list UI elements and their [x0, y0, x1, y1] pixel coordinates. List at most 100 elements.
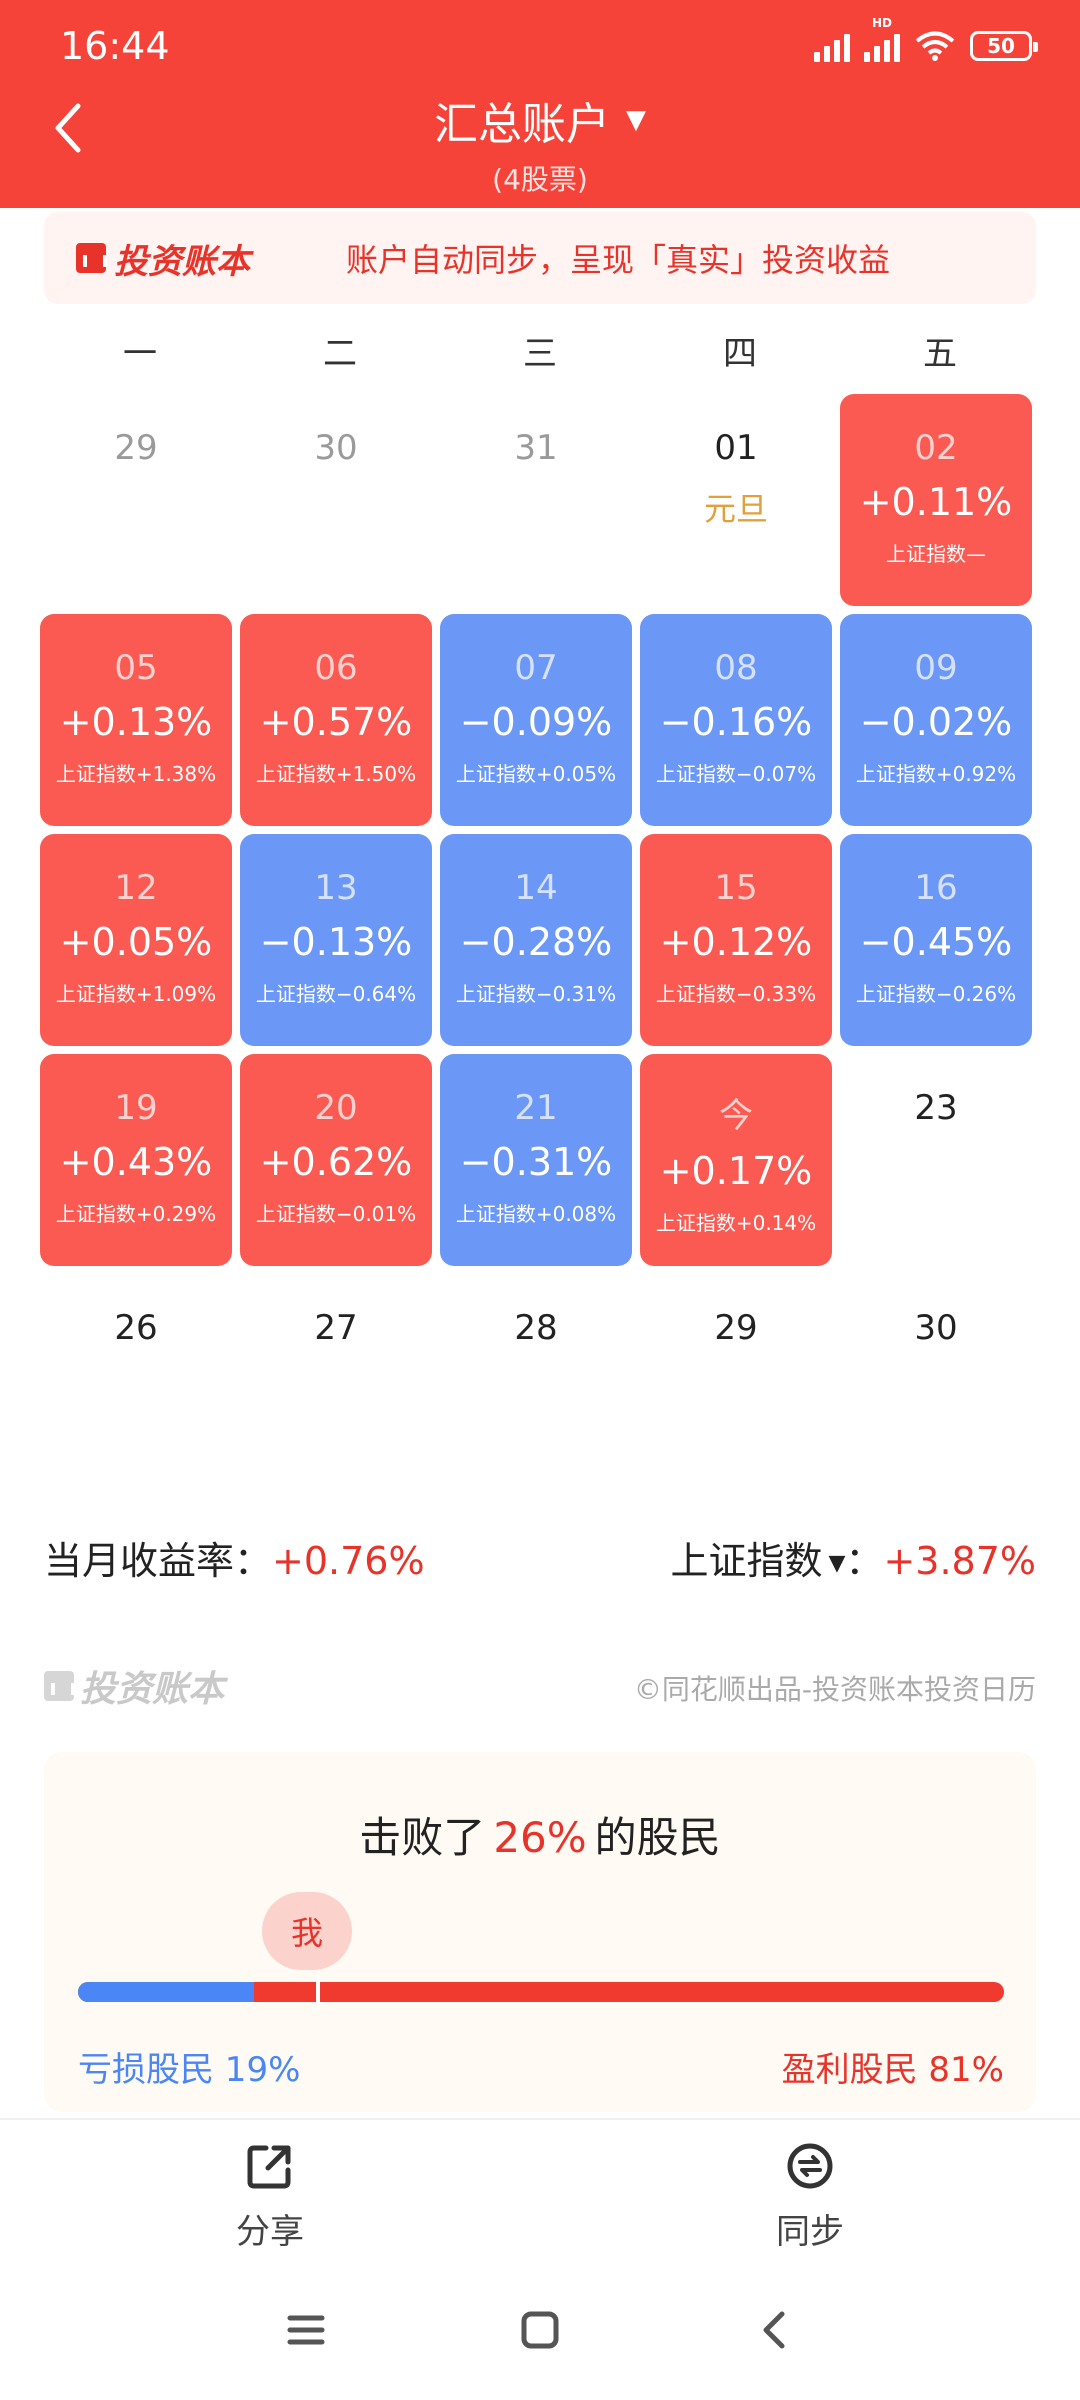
back-button[interactable]	[48, 98, 108, 178]
day-return: +0.13%	[59, 700, 213, 744]
signal-icon	[814, 30, 850, 62]
index-return[interactable]: 上证指数 ▼：+3.87%	[670, 1530, 1036, 1585]
day-number: 09	[914, 648, 958, 688]
weekday-wed: 三	[523, 334, 557, 374]
day-return: +0.57%	[259, 700, 413, 744]
day-index-change: 上证指数−0.01%	[255, 1202, 417, 1226]
day-number: 26	[114, 1308, 158, 1348]
day-return: −0.31%	[459, 1140, 613, 1184]
day-number: 21	[514, 1088, 558, 1128]
battery-icon: 50	[970, 31, 1038, 61]
share-button[interactable]: 分享	[170, 2140, 370, 2253]
brand-name: 投资账本	[114, 241, 250, 282]
rank-card: 击败了 26% 的股民 我 亏损股民 19% 盈利股民 81%	[44, 1752, 1036, 2112]
calendar-day-cell[interactable]: 29	[640, 1274, 832, 1486]
day-index-change: 上证指数+0.14%	[655, 1211, 817, 1235]
page-subtitle: (4股票)	[492, 163, 588, 196]
rank-percent: 26%	[493, 1813, 587, 1862]
day-index-change: 上证指数−0.07%	[655, 762, 817, 786]
footer-brand-name: 投资账本	[80, 1669, 225, 1710]
sync-button[interactable]: 同步	[710, 2140, 910, 2253]
day-index-change: 上证指数−0.64%	[255, 982, 417, 1006]
banner-text: 账户自动同步，呈现「真实」投资收益	[346, 241, 891, 279]
day-return: −0.02%	[859, 700, 1013, 744]
day-number: 07	[514, 648, 558, 688]
wifi-icon	[915, 31, 955, 61]
index-colon: ：	[845, 1539, 884, 1583]
day-return: +0.17%	[659, 1149, 813, 1193]
calendar-day-cell[interactable]: 12 +0.05% 上证指数+1.09%	[40, 834, 232, 1046]
day-return: −0.28%	[459, 920, 613, 964]
month-summary: 当月收益率：+0.76% 上证指数 ▼：+3.87%	[44, 1530, 1036, 1586]
day-index-change: 上证指数−0.33%	[655, 982, 817, 1006]
calendar-day-cell[interactable]: 15 +0.12% 上证指数−0.33%	[640, 834, 832, 1046]
calendar-day-cell[interactable]: 23	[840, 1054, 1032, 1266]
day-return: +0.11%	[859, 480, 1013, 524]
day-return: +0.62%	[259, 1140, 413, 1184]
calendar-day-cell[interactable]: 30	[240, 394, 432, 606]
calendar-day-cell[interactable]: 今 +0.17% 上证指数+0.14%	[640, 1054, 832, 1266]
chevron-left-icon	[55, 103, 81, 153]
calendar-day-cell[interactable]: 02 +0.11% 上证指数—	[840, 394, 1032, 606]
menu-icon[interactable]	[276, 2300, 336, 2360]
calendar-day-cell[interactable]: 26	[40, 1274, 232, 1486]
month-return-value: +0.76%	[272, 1539, 425, 1583]
me-bubble: 我	[262, 1892, 352, 1970]
share-icon	[247, 2145, 291, 2189]
loss-label: 亏损股民 19%	[78, 2050, 301, 2090]
day-number: 02	[914, 428, 958, 468]
loss-segment	[78, 1982, 254, 2002]
calendar-day-cell[interactable]: 16 −0.45% 上证指数−0.26%	[840, 834, 1032, 1046]
system-nav-bar	[0, 2290, 1080, 2380]
day-number: 30	[914, 1308, 958, 1348]
day-number: 05	[114, 648, 158, 688]
day-index-change: 上证指数+0.08%	[455, 1202, 617, 1226]
calendar-day-cell[interactable]: 06 +0.57% 上证指数+1.50%	[240, 614, 432, 826]
weekday-header: 一 二 三 四 五	[40, 326, 1040, 375]
day-number: 15	[714, 868, 758, 908]
calendar-day-cell[interactable]: 30	[840, 1274, 1032, 1486]
rank-title: 击败了 26% 的股民	[44, 1804, 1036, 1865]
calendar-day-cell[interactable]: 01 元旦	[640, 394, 832, 606]
day-number: 29	[114, 428, 158, 468]
calendar-day-cell[interactable]: 14 −0.28% 上证指数−0.31%	[440, 834, 632, 1046]
divider	[0, 2118, 1080, 2120]
calendar-day-cell[interactable]: 05 +0.13% 上证指数+1.38%	[40, 614, 232, 826]
calendar-day-cell[interactable]: 27	[240, 1274, 432, 1486]
calendar-day-cell[interactable]: 28	[440, 1274, 632, 1486]
day-index-change: 上证指数−0.31%	[455, 982, 617, 1006]
day-return: +0.12%	[659, 920, 813, 964]
brand-logo: 投资账本	[76, 234, 250, 283]
calendar-day-cell[interactable]: 07 −0.09% 上证指数+0.05%	[440, 614, 632, 826]
app-header: 16:44 HD 50 汇总账户 ▼ (4股票)	[0, 0, 1080, 208]
day-index-change: 上证指数+0.92%	[855, 762, 1017, 786]
day-number: 08	[714, 648, 758, 688]
calendar-day-cell[interactable]: 31	[440, 394, 632, 606]
sync-label: 同步	[776, 2212, 844, 2252]
day-number: 23	[914, 1088, 958, 1128]
calendar-day-cell[interactable]: 13 −0.13% 上证指数−0.64%	[240, 834, 432, 1046]
account-selector[interactable]: 汇总账户 ▼ (4股票)	[0, 88, 1080, 198]
day-number: 31	[514, 428, 558, 468]
calendar-day-cell[interactable]: 09 −0.02% 上证指数+0.92%	[840, 614, 1032, 826]
weekday-thu: 四	[723, 334, 757, 374]
calendar-day-cell[interactable]: 21 −0.31% 上证指数+0.08%	[440, 1054, 632, 1266]
back-icon[interactable]	[746, 2300, 806, 2360]
day-number: 16	[914, 868, 958, 908]
calendar-grid: 29 30 31 01 元旦 02 +0.11% 上证指数— 05 +0.13% 上证指数+1.38…	[40, 394, 1040, 1486]
day-index-change: 上证指数+0.05%	[455, 762, 617, 786]
ledger-icon	[44, 1671, 75, 1701]
promo-banner[interactable]: 投资账本 账户自动同步，呈现「真实」投资收益	[44, 212, 1036, 304]
day-number: 19	[114, 1088, 158, 1128]
calendar-day-cell[interactable]: 08 −0.16% 上证指数−0.07%	[640, 614, 832, 826]
day-index-change: 上证指数+1.38%	[55, 762, 217, 786]
status-icons: HD 50	[814, 16, 1038, 62]
footer-credit: ©同花顺出品-投资账本投资日历	[633, 1673, 1036, 1706]
calendar-day-cell[interactable]: 20 +0.62% 上证指数−0.01%	[240, 1054, 432, 1266]
holiday-label: 元旦	[703, 490, 768, 528]
day-index-change: 上证指数—	[886, 542, 986, 566]
calendar-day-cell[interactable]: 19 +0.43% 上证指数+0.29%	[40, 1054, 232, 1266]
home-icon[interactable]	[510, 2300, 570, 2360]
gain-label: 盈利股民 81%	[781, 2050, 1004, 2090]
calendar-day-cell[interactable]: 29	[40, 394, 232, 606]
